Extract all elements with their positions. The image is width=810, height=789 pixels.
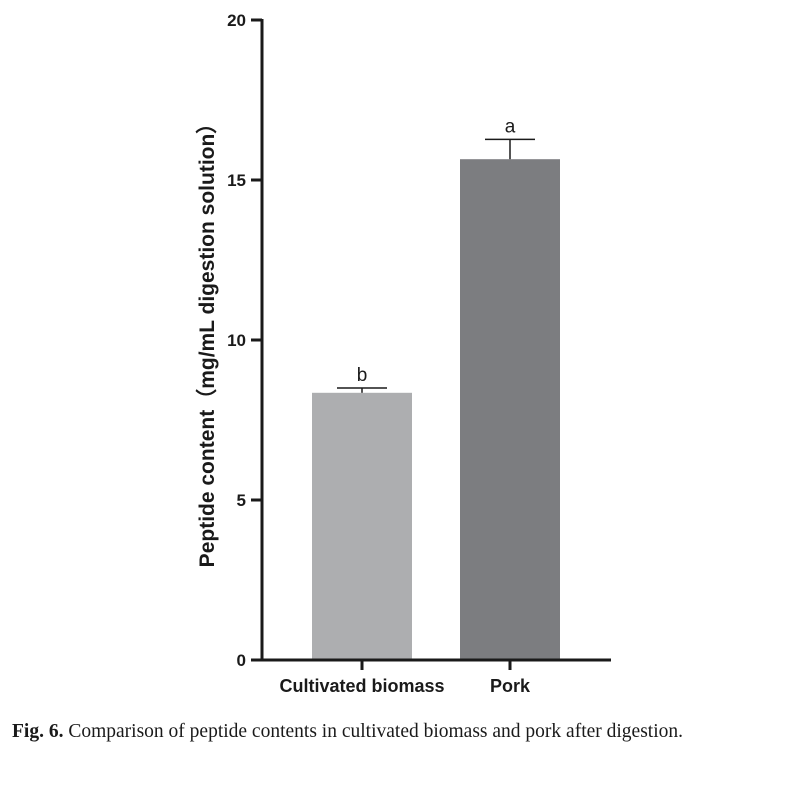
x-tick-label-0: Cultivated biomass [279, 676, 444, 696]
bar-chart: 0 5 10 15 20 Cultivated biomass b Pork a Peptide… [195, 11, 611, 696]
bar-1 [460, 159, 560, 660]
figure-number: Fig. 6. [12, 721, 64, 742]
y-axis-label: Peptide content（mg/mL digestion solution… [195, 113, 219, 568]
caption-text: Comparison of peptide contents in cultiv… [68, 721, 684, 742]
y-tick-label-1: 5 [237, 491, 246, 510]
bar-0 [312, 392, 412, 660]
y-tick-label-3: 15 [227, 171, 246, 190]
significance-label-1: a [505, 116, 516, 137]
y-tick-label-2: 10 [227, 331, 246, 350]
x-tick-label-1: Pork [490, 676, 531, 696]
figure-caption: Fig. 6. Comparison of peptide contents i… [12, 717, 796, 746]
significance-label-0: b [357, 365, 368, 386]
plot-area: 0 5 10 15 20 Cultivated biomass b Pork a [227, 11, 611, 696]
y-tick-label-0: 0 [237, 651, 246, 670]
y-tick-label-4: 20 [227, 11, 246, 30]
